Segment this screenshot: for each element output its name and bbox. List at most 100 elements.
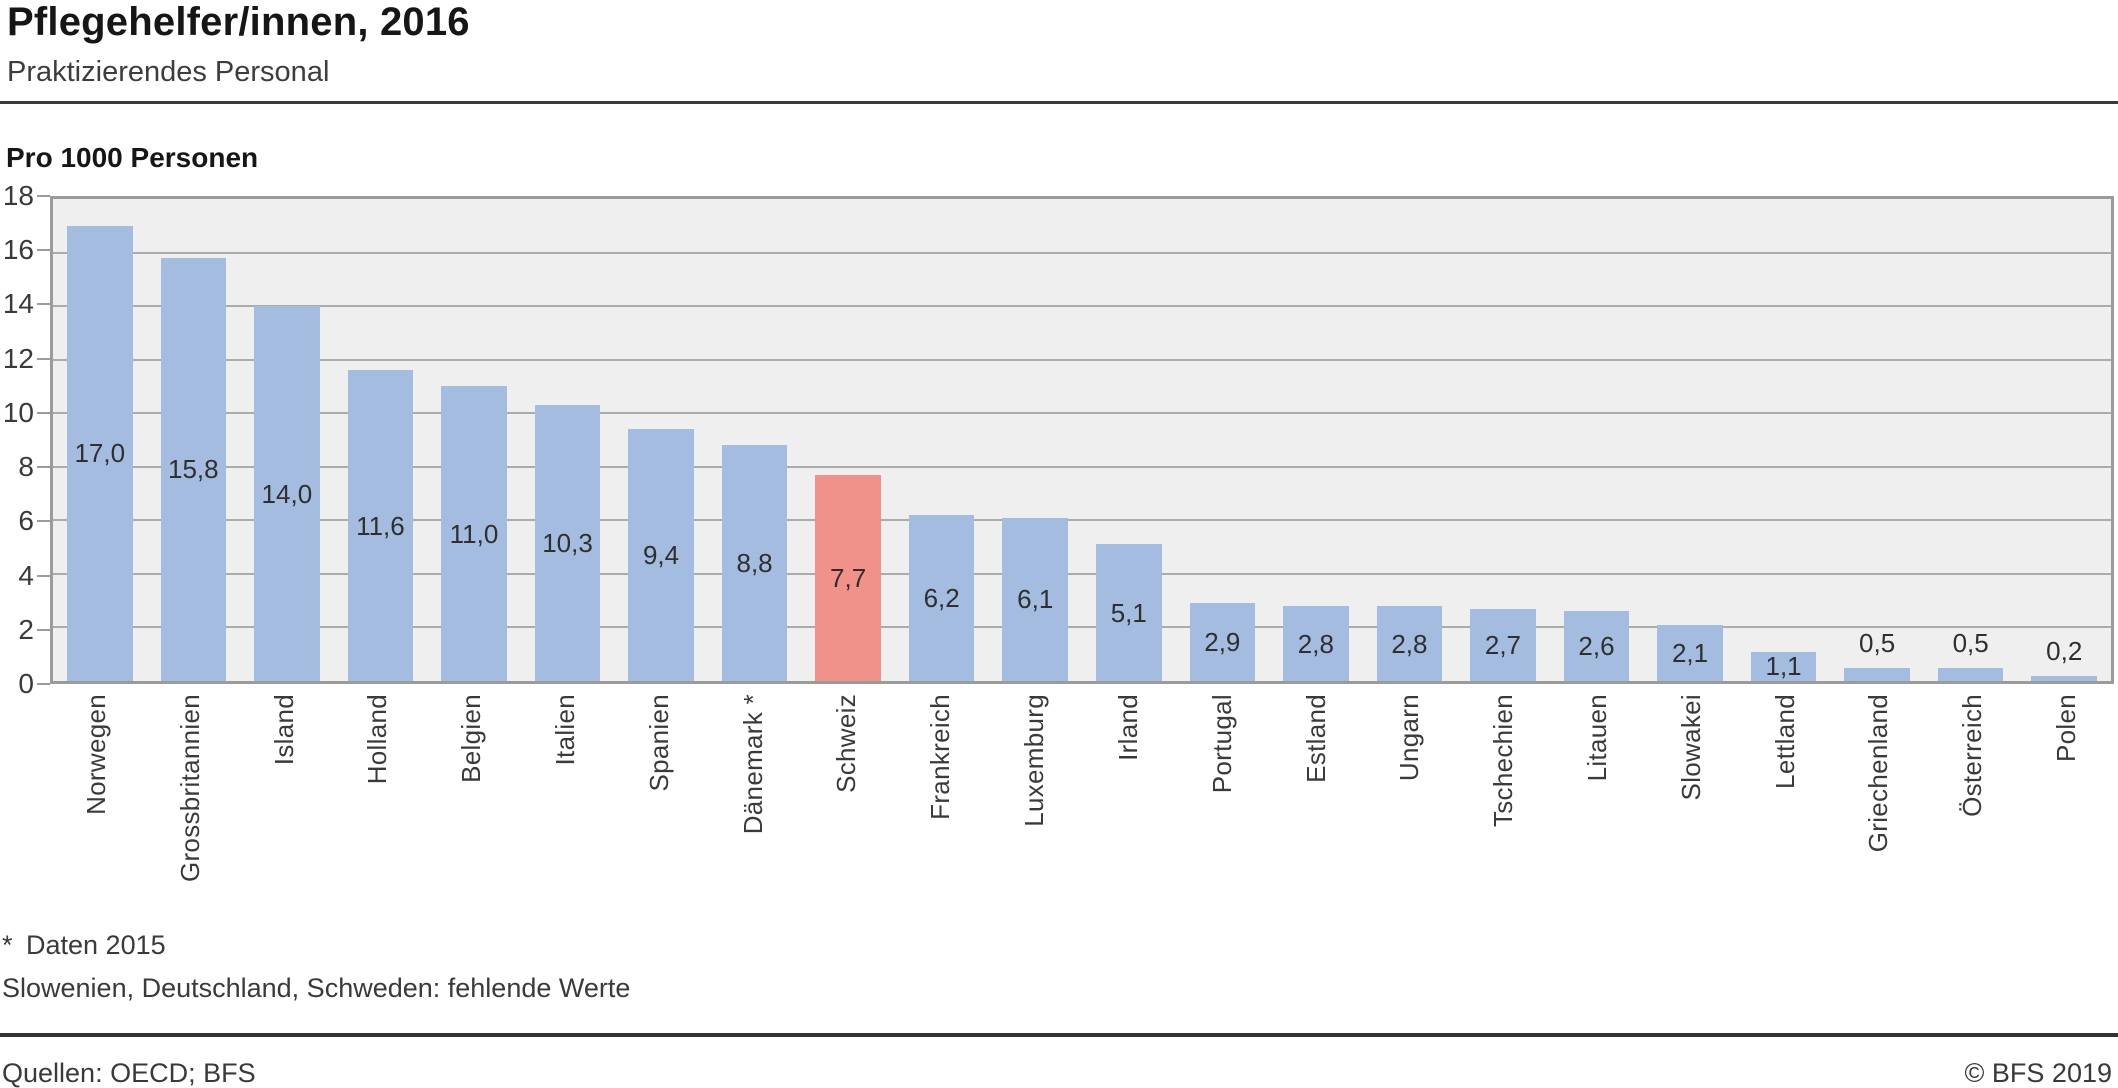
gridline-12 [53, 358, 2111, 361]
y-tick-mark-18 [37, 195, 50, 197]
y-tick-label-2: 2 [18, 613, 34, 645]
bar-value-label: 2,6 [1578, 631, 1615, 662]
x-label-Litauen: Litauen [1582, 694, 1612, 782]
x-label-Holland: Holland [362, 694, 393, 785]
bar-Litauen [1563, 611, 1630, 681]
x-label-Schweiz: Schweiz [831, 694, 862, 793]
bar-value-label: 0,2 [2046, 635, 2083, 666]
bar-value-label: 2,7 [1484, 629, 1522, 660]
bar-value-label: 2,8 [1297, 628, 1334, 659]
bar-Portugal [1189, 603, 1256, 681]
x-label-Belgien: Belgien [456, 694, 487, 783]
y-tick-mark-6 [37, 520, 50, 523]
y-tick-label-0: 0 [18, 668, 34, 699]
x-label-Ungarn: Ungarn [1394, 694, 1425, 782]
y-tick-mark-14 [37, 303, 50, 306]
gridline-16 [53, 251, 2111, 254]
bar-Griechenland [1844, 667, 1910, 681]
gridline-8 [53, 465, 2111, 468]
x-label-Slowakei: Slowakei [1675, 694, 1706, 801]
bar-Estland [1283, 606, 1349, 681]
x-label-Frankreich: Frankreich [925, 694, 956, 820]
gridline-10 [53, 412, 2111, 415]
bar-Polen [2031, 675, 2097, 681]
page-title: Pflegehelfer/innen, 2016 [7, 0, 470, 44]
footer-divider [0, 1033, 2118, 1037]
y-tick-label-6: 6 [18, 505, 34, 537]
y-axis: 0 2 4 6 8 10 12 14 16 18 [0, 181, 50, 699]
x-label-Grossbritannien: Grossbritannien [174, 694, 205, 883]
bar-Slowakei [1657, 624, 1723, 681]
bar-Grossbritannien [160, 257, 227, 681]
bar-value-label: 15,8 [168, 454, 219, 485]
y-tick-mark-12 [37, 357, 50, 360]
y-tick-mark-0 [37, 683, 50, 685]
y-tick-label-10: 10 [2, 396, 34, 428]
x-label-Dänemark *: Dänemark * [737, 694, 768, 835]
bar-Norwegen [67, 225, 133, 681]
bar-Dänemark * [721, 445, 788, 681]
y-tick-label-4: 4 [18, 559, 34, 591]
bar-value-label: 9,4 [642, 540, 680, 571]
x-label-Luxemburg: Luxemburg [1019, 694, 1050, 827]
source-text: Quellen: OECD; BFS [2, 1058, 256, 1088]
bar-value-label: 5,1 [1110, 597, 1147, 628]
bar-Ungarn [1376, 606, 1443, 681]
bar-value-label: 1,1 [1765, 651, 1802, 682]
gridline-6 [53, 519, 2111, 522]
gridline-2 [53, 626, 2111, 629]
bar-Spanien [628, 429, 694, 681]
bar-value-label: 8,8 [736, 548, 773, 579]
header-divider [0, 101, 2118, 104]
copyright-text: © BFS 2019 [1964, 1058, 2112, 1088]
x-label-Spanien: Spanien [643, 694, 674, 792]
x-label-Portugal: Portugal [1206, 694, 1237, 794]
x-label-Estland: Estland [1300, 694, 1331, 783]
bar-Tschechien [1470, 608, 1536, 681]
footnote-text: Daten 2015 [26, 930, 166, 960]
y-tick-label-16: 16 [2, 234, 34, 266]
bar-value-label: 0,5 [1952, 627, 1989, 658]
y-tick-mark-2 [37, 628, 50, 631]
page-subtitle: Praktizierendes Personal [7, 56, 330, 88]
y-tick-mark-16 [37, 249, 50, 252]
y-tick-label-8: 8 [18, 451, 34, 483]
y-tick-label-18: 18 [2, 180, 34, 211]
y-tick-label-14: 14 [2, 288, 34, 320]
bar-value-label: 11,0 [449, 518, 499, 549]
bar-Österreich [1937, 667, 2004, 681]
x-label-Norwegen: Norwegen [80, 694, 111, 815]
x-label-Italien: Italien [550, 694, 580, 766]
bar-Holland [347, 370, 414, 681]
y-tick-mark-8 [37, 466, 50, 469]
gridline-14 [53, 305, 2111, 308]
bar-Lettland [1750, 651, 1817, 681]
bar-chart: 0 2 4 6 8 10 12 14 16 18 17,0 15,8 14,0 11,6 11,0 10,3… [0, 181, 2118, 926]
plot-area: 17,0 15,8 14,0 11,6 11,0 10,3 9,4 8,8 7,7 6,2 6,1 5… [50, 196, 2114, 684]
x-label-Island: Island [268, 694, 299, 766]
y-tick-label-12: 12 [2, 342, 34, 374]
bar-value-label: 2,9 [1204, 627, 1241, 658]
bar-value-label: 7,7 [830, 562, 867, 593]
bar-value-label: 6,2 [923, 583, 960, 613]
bar-value-label: 17,0 [74, 438, 126, 469]
bar-Frankreich [908, 514, 975, 681]
bar-value-label: 0,5 [1859, 627, 1896, 658]
y-axis-title: Pro 1000 Personen [6, 142, 259, 173]
x-label-Irland: Irland [1112, 694, 1143, 761]
bar-value-label: 2,8 [1391, 628, 1428, 659]
x-axis-labels: Norwegen Grossbritannien Island Holland Belg… [50, 694, 2114, 926]
footnote-marker: * [2, 930, 13, 960]
bar-value-label: 14,0 [261, 478, 313, 509]
bar-Island [254, 306, 320, 681]
bar-value-label: 11,6 [356, 510, 405, 541]
y-tick-mark-4 [37, 574, 50, 577]
bar-value-label: 2,1 [1671, 637, 1709, 668]
x-label-Tschechien: Tschechien [1488, 694, 1519, 828]
x-label-Lettland: Lettland [1769, 694, 1800, 789]
footnote-missing-values: Slowenien, Deutschland, Schweden: fehlen… [2, 973, 631, 1003]
bar-Luxemburg [1002, 517, 1068, 681]
x-label-Österreich: Österreich [1957, 694, 1988, 817]
y-tick-mark-10 [37, 411, 50, 414]
